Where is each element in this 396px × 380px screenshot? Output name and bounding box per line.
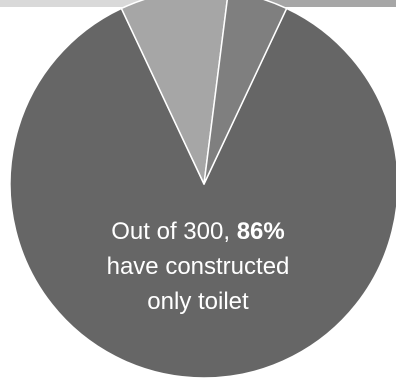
- annotation-prefix: Out of 300,: [111, 218, 237, 245]
- pie-slice-3: [203, 0, 288, 185]
- top-strip-left: [0, 0, 179, 7]
- top-strip-right: [203, 0, 396, 7]
- annotation-line-2: have constructed: [106, 253, 290, 280]
- annotation-line-1: Out of 300, 86%: [0, 214, 396, 249]
- pie-slice-1: [9, 7, 396, 379]
- pie-annotation: Out of 300, 86% have constructed only to…: [0, 214, 396, 319]
- annotation-highlight: 86%: [236, 218, 285, 245]
- pie-slice-2: [120, 0, 228, 185]
- annotation-line-3: only toilet: [147, 288, 249, 315]
